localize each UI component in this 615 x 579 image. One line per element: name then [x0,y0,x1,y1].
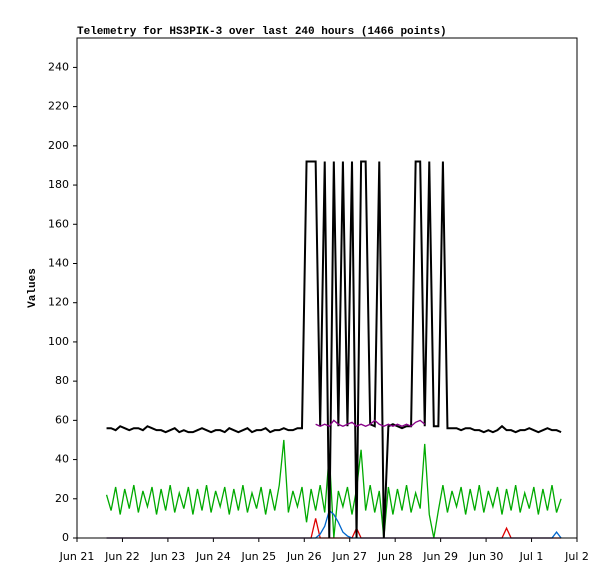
x-tick-label: Jun 29 [422,550,458,563]
series-line [106,160,562,539]
y-tick-label: 180 [48,178,69,191]
y-tick-label: 40 [55,453,69,466]
y-tick-label: 240 [48,60,69,73]
y-tick-label: 60 [55,413,69,426]
y-tick-label: 200 [48,139,69,152]
x-tick-label: Jun 30 [468,550,504,563]
plot-frame [76,37,578,539]
x-tick-label: Jun 22 [104,550,140,563]
x-tick-label: Jun 21 [59,550,95,563]
y-tick-label: 20 [55,492,69,505]
y-tick-label: 160 [48,217,69,230]
y-tick-label: 140 [48,256,69,269]
x-tick-label: Jul 1 [519,550,544,563]
y-axis-label: Values [27,268,39,308]
y-tick-label: 220 [48,100,69,113]
series-line [315,419,426,428]
x-tick-label: Jun 24 [195,550,231,563]
x-tick-label: Jun 23 [150,550,186,563]
chart-title: Telemetry for HS3PIK-3 over last 240 hou… [77,26,447,38]
x-tick-label: Jun 25 [240,550,276,563]
y-tick-label: 0 [62,531,69,544]
y-tick-label: 80 [55,374,69,387]
y-tick-label: 120 [48,296,69,309]
x-tick-label: Jun 28 [377,550,413,563]
x-tick-label: Jul 2 [564,550,589,563]
x-tick-label: Jun 27 [331,550,367,563]
x-tick-label: Jun 26 [286,550,322,563]
y-tick-label: 100 [48,335,69,348]
